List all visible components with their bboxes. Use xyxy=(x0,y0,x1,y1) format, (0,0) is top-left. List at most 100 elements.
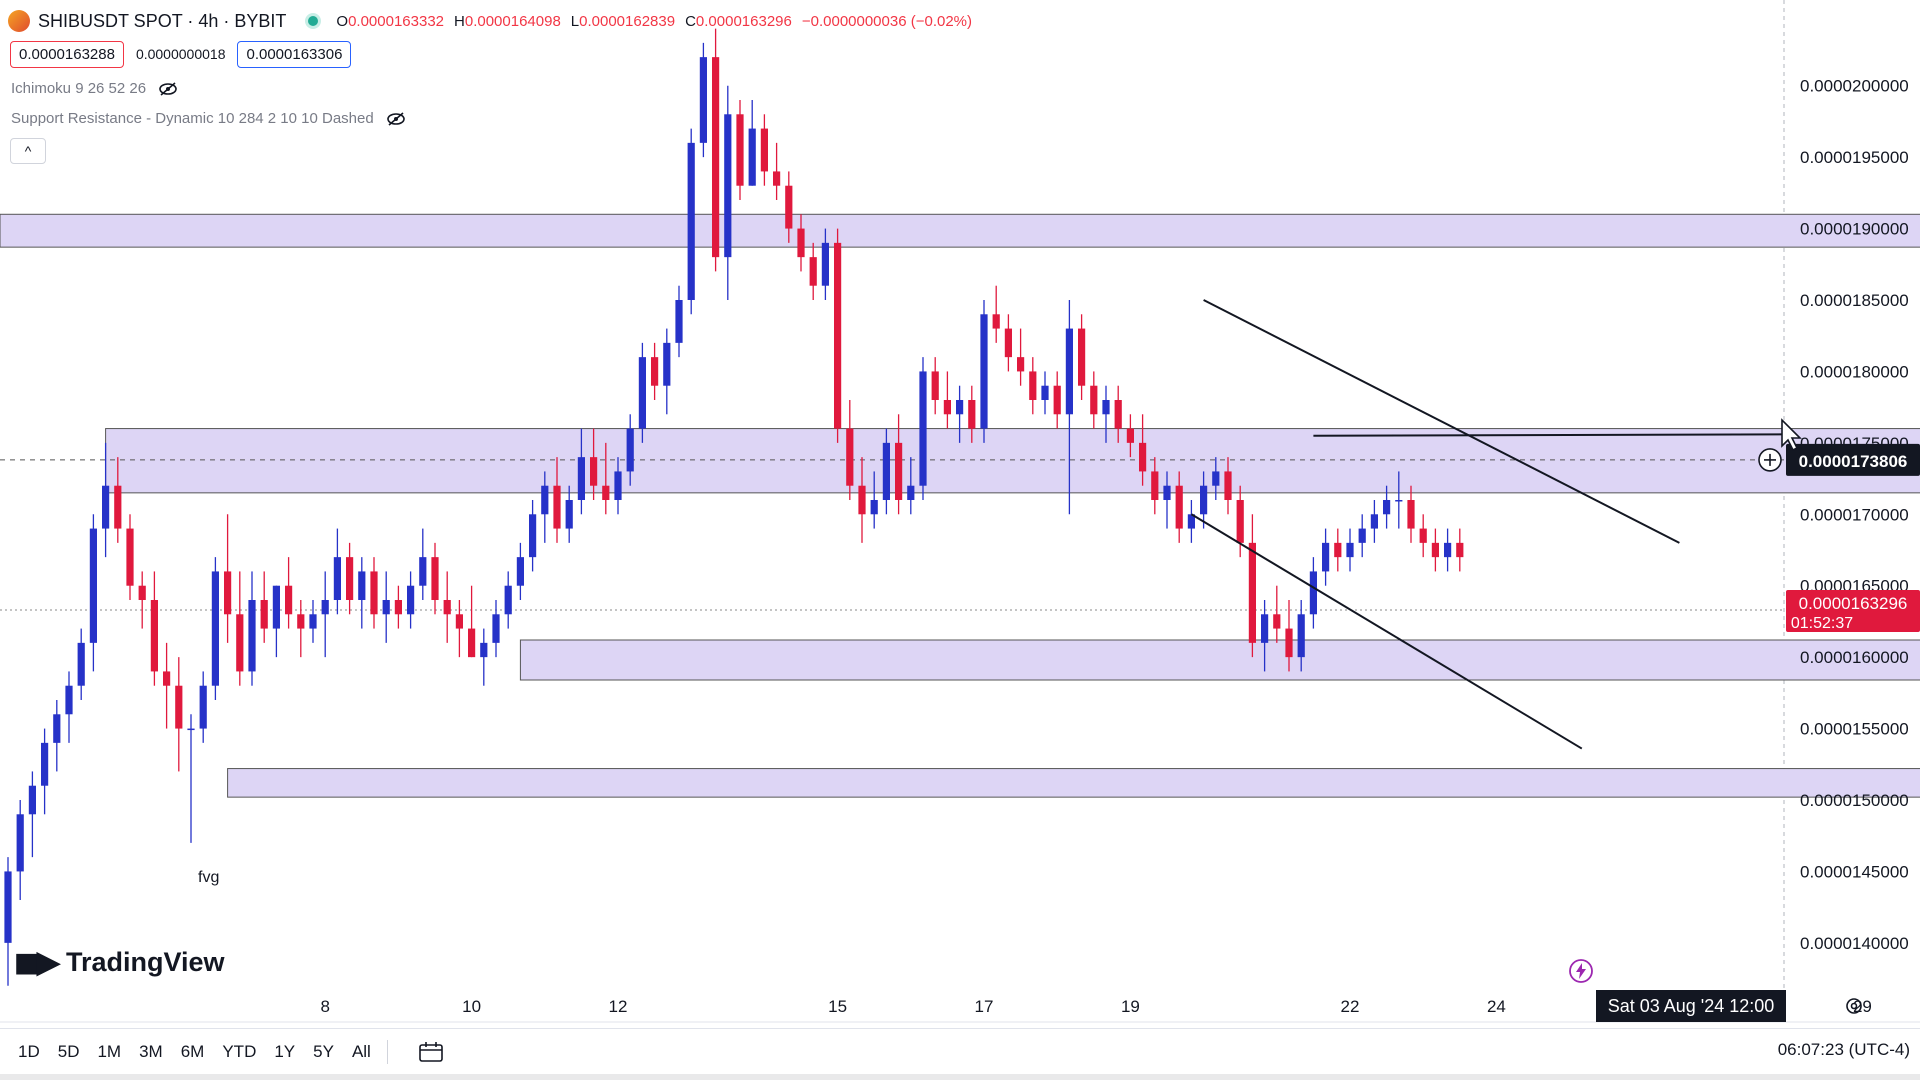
timeframe-5y[interactable]: 5Y xyxy=(313,1042,334,1061)
timeframe-ytd[interactable]: YTD xyxy=(222,1042,257,1061)
candle-body[interactable] xyxy=(1248,542,1256,643)
collapse-legend-button[interactable]: ^ xyxy=(10,138,46,164)
candle-body[interactable] xyxy=(1285,628,1293,658)
candle-body[interactable] xyxy=(370,571,378,615)
candle-body[interactable] xyxy=(1212,471,1220,486)
candle-body[interactable] xyxy=(297,614,305,629)
sr-zone[interactable] xyxy=(0,213,1920,248)
candle-body[interactable] xyxy=(333,557,341,600)
candle-body[interactable] xyxy=(468,628,476,658)
candle-body[interactable] xyxy=(821,242,829,286)
candle-body[interactable] xyxy=(199,685,207,729)
candle-body[interactable] xyxy=(858,485,866,515)
candle-body[interactable] xyxy=(1309,571,1317,615)
candle-body[interactable] xyxy=(809,257,817,286)
candle-body[interactable] xyxy=(651,357,659,386)
candle-body[interactable] xyxy=(785,185,793,229)
candle-body[interactable] xyxy=(614,471,622,500)
candle-body[interactable] xyxy=(1004,328,1012,358)
timeframe-1d[interactable]: 1D xyxy=(18,1042,40,1061)
timeframe-all[interactable]: All xyxy=(351,1042,371,1061)
candle-body[interactable] xyxy=(577,457,585,500)
candle-body[interactable] xyxy=(1273,614,1281,629)
candle-body[interactable] xyxy=(736,114,744,186)
candle-body[interactable] xyxy=(53,714,61,743)
trendline[interactable] xyxy=(1190,513,1583,750)
indicator-support-resistance[interactable]: Support Resistance - Dynamic 10 284 2 10… xyxy=(11,110,406,127)
candle-body[interactable] xyxy=(394,600,402,615)
candle-body[interactable] xyxy=(797,228,805,258)
candle-body[interactable] xyxy=(16,814,24,872)
candle-body[interactable] xyxy=(504,585,512,615)
candle-body[interactable] xyxy=(1261,614,1269,643)
clock-timezone[interactable]: 06:07:23 (UTC-4) xyxy=(1777,1040,1910,1059)
candle-body[interactable] xyxy=(272,585,280,629)
candle-body[interactable] xyxy=(126,528,134,586)
candle-body[interactable] xyxy=(248,600,256,672)
candle-body[interactable] xyxy=(553,485,561,529)
sr-zone[interactable] xyxy=(227,768,1920,798)
candle-body[interactable] xyxy=(748,128,756,186)
candle-body[interactable] xyxy=(870,500,878,515)
eye-hidden-icon[interactable] xyxy=(386,111,406,126)
candle-body[interactable] xyxy=(1383,500,1391,515)
candle-body[interactable] xyxy=(1114,400,1122,429)
candle-body[interactable] xyxy=(89,528,97,643)
chart-settings-icon[interactable] xyxy=(1844,996,1864,1016)
candle-body[interactable] xyxy=(321,600,329,615)
candle-body[interactable] xyxy=(1456,542,1464,558)
candle-body[interactable] xyxy=(760,128,768,172)
candle-body[interactable] xyxy=(516,557,524,586)
sr-zone[interactable] xyxy=(105,428,1920,494)
candle-body[interactable] xyxy=(1444,542,1452,558)
candle-body[interactable] xyxy=(1065,328,1073,415)
candle-body[interactable] xyxy=(907,485,915,500)
candle-body[interactable] xyxy=(956,400,964,415)
candle-body[interactable] xyxy=(419,557,427,586)
candle-body[interactable] xyxy=(1102,400,1110,415)
timeframe-3m[interactable]: 3M xyxy=(139,1042,163,1061)
candle-body[interactable] xyxy=(187,728,195,731)
candle-body[interactable] xyxy=(65,685,73,715)
candle-body[interactable] xyxy=(443,600,451,615)
candle-body[interactable] xyxy=(529,514,537,558)
candle-body[interactable] xyxy=(1163,485,1171,500)
candle-body[interactable] xyxy=(1358,528,1366,543)
candle-body[interactable] xyxy=(41,742,49,786)
trendline[interactable] xyxy=(1203,299,1680,544)
candle-body[interactable] xyxy=(358,571,366,600)
trendline[interactable] xyxy=(1313,433,1790,437)
candle-body[interactable] xyxy=(455,614,463,629)
candle-body[interactable] xyxy=(77,642,85,686)
candle-body[interactable] xyxy=(224,571,232,615)
timeframe-6m[interactable]: 6M xyxy=(180,1042,205,1061)
timeframe-1y[interactable]: 1Y xyxy=(274,1042,296,1061)
candle-body[interactable] xyxy=(846,428,854,486)
candle-body[interactable] xyxy=(943,400,951,415)
candle-body[interactable] xyxy=(626,428,634,472)
candle-body[interactable] xyxy=(1200,485,1208,515)
candle-body[interactable] xyxy=(699,57,707,143)
candle-body[interactable] xyxy=(260,600,268,629)
candle-body[interactable] xyxy=(1224,471,1232,500)
candle-body[interactable] xyxy=(28,785,36,815)
candle-body[interactable] xyxy=(1078,328,1086,386)
symbol-title[interactable]: SHIBUSDT SPOT · 4h · BYBIT xyxy=(38,10,287,31)
candle-body[interactable] xyxy=(834,242,842,429)
candle-body[interactable] xyxy=(1175,485,1183,529)
candle-body[interactable] xyxy=(895,442,903,500)
candle-body[interactable] xyxy=(1151,471,1159,500)
eye-hidden-icon[interactable] xyxy=(158,81,178,96)
fvg-annotation[interactable]: fvg xyxy=(198,869,219,886)
candle-body[interactable] xyxy=(565,500,573,529)
candle-body[interactable] xyxy=(1395,500,1403,502)
candle-body[interactable] xyxy=(1126,428,1134,443)
candle-body[interactable] xyxy=(1053,385,1061,415)
candle-body[interactable] xyxy=(431,557,439,600)
candle-body[interactable] xyxy=(882,442,890,500)
timeframe-5d[interactable]: 5D xyxy=(57,1042,80,1061)
candle-body[interactable] xyxy=(492,614,500,643)
candle-body[interactable] xyxy=(382,600,390,615)
candle-body[interactable] xyxy=(1236,500,1244,543)
buy-button[interactable]: 0.0000163306 xyxy=(237,40,352,68)
